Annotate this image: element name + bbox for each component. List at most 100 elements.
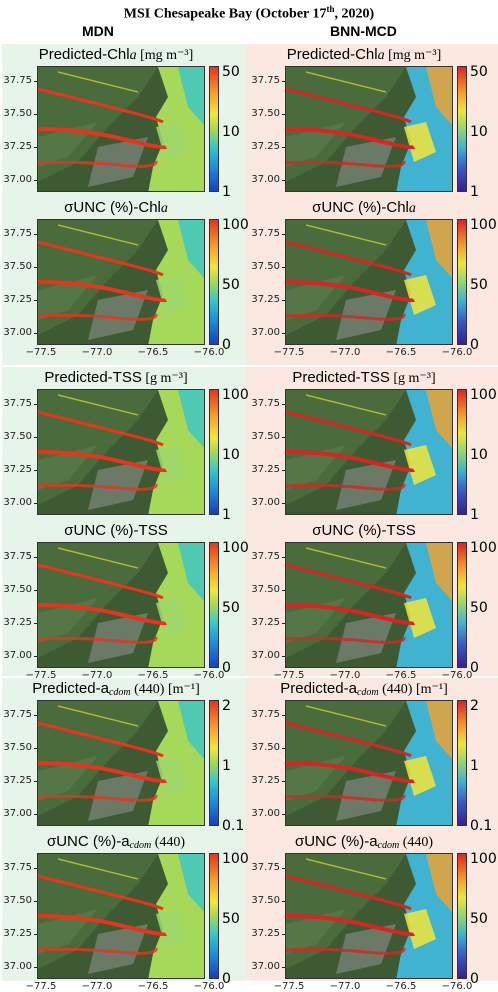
panel-title: σUNC (%)-acdom (440) — [248, 833, 480, 851]
colorbar — [209, 542, 219, 668]
panel-title-variable: a — [129, 48, 137, 63]
colorbar-tick-label: 100 — [470, 851, 497, 867]
colorbar-tick-label: 1 — [222, 758, 231, 774]
x-tick-label: −77.0 — [81, 670, 113, 681]
map-panel: Predicted-acdom (440) [m⁻¹] 37.75 37.50 37.… — [0, 680, 247, 836]
x-tick-label: −77.0 — [329, 670, 361, 681]
x-tick-label: −76.5 — [137, 981, 169, 992]
panel-title-unit: (440) — [399, 835, 434, 850]
colorbar — [209, 66, 219, 192]
y-tick-label: 37.00 — [251, 327, 285, 338]
x-tick-label: −76.5 — [137, 347, 169, 358]
panel-title-unit: (440) — [151, 835, 186, 850]
colorbar-tick-label: 50 — [470, 600, 488, 616]
y-tick-label: 37.25 — [251, 928, 285, 939]
satellite-map-image — [37, 219, 205, 345]
colorbar-tick-label: 1 — [222, 507, 231, 523]
panel-title: Predicted-TSS [g m⁻³] — [248, 369, 480, 387]
panel-title-unit: [g m⁻³] — [141, 371, 188, 386]
y-tick-label: 37.00 — [3, 497, 37, 508]
x-tick-label: −77.0 — [329, 981, 361, 992]
colorbar — [457, 219, 467, 345]
satellite-map-image — [285, 700, 453, 826]
panel-title-text: Predicted-TSS — [292, 369, 390, 386]
y-tick-label: 37.75 — [3, 709, 37, 720]
y-tick-label: 37.50 — [3, 742, 37, 753]
map-panel: Predicted-TSS [g m⁻³] 37.75 37.50 37.25 37.0… — [248, 369, 496, 525]
y-tick-label: 37.00 — [251, 174, 285, 185]
colorbar — [457, 66, 467, 192]
y-tick-label: 37.75 — [3, 75, 37, 86]
panel-title-variable: a — [160, 201, 168, 216]
colorbar-tick-label: 0.1 — [222, 818, 245, 834]
satellite-map-image — [285, 219, 453, 345]
map-panel: σUNC (%)-Chla 37.75 37.50 37.25 37.00 −77.5 −7… — [0, 199, 249, 358]
y-tick-label: 37.00 — [3, 808, 37, 819]
panel-title: σUNC (%)-Chla — [248, 199, 480, 217]
y-tick-label: 37.75 — [251, 398, 285, 409]
panel-title-unit: (440) [m⁻¹] — [130, 682, 200, 697]
colorbar-tick-label: 100 — [222, 540, 249, 556]
x-tick-label: −76.5 — [385, 981, 417, 992]
x-tick-label: −76.5 — [137, 670, 169, 681]
colorbar-tick-label: 100 — [470, 217, 497, 233]
colorbar-tick-label: 2 — [222, 698, 231, 714]
figure-title: MSI Chesapeake Bay (October 17th, 2020) — [123, 4, 375, 22]
colorbar-tick-label: 10 — [222, 447, 240, 463]
colorbar-tick-label: 100 — [222, 217, 249, 233]
x-tick-label: −77.5 — [273, 347, 305, 358]
colorbar — [209, 853, 219, 979]
y-tick-label: 37.50 — [3, 108, 37, 119]
y-tick-label: 37.50 — [251, 895, 285, 906]
x-tick-label: −76.0 — [193, 981, 225, 992]
y-tick-label: 37.75 — [251, 228, 285, 239]
colorbar — [209, 219, 219, 345]
satellite-map-image — [285, 853, 453, 979]
panel-title-unit: [mg m⁻³] — [136, 48, 194, 63]
satellite-map-image — [37, 853, 205, 979]
colorbar-tick-label: 100 — [470, 540, 497, 556]
panel-title-variable: cdom — [377, 840, 400, 851]
colorbar — [457, 542, 467, 668]
x-tick-label: −77.5 — [25, 347, 57, 358]
y-tick-label: 37.50 — [251, 108, 285, 119]
colorbar — [457, 389, 467, 515]
y-tick-label: 37.75 — [3, 862, 37, 873]
x-tick-label: −77.5 — [25, 670, 57, 681]
map-panel: Predicted-Chla [mg m⁻³] 37.75 37.50 37.25 37… — [0, 46, 247, 202]
map-panel: σUNC (%)-TSS 37.75 37.50 37.25 37.00 −77.5 −77… — [0, 522, 249, 681]
panel-title-text: Predicted-Chl — [286, 46, 378, 63]
map-panel: σUNC (%)-Chla 37.75 37.50 37.25 37.00 −77.5 −7… — [248, 199, 497, 358]
satellite-map-image — [285, 389, 453, 515]
map-panel: Predicted-TSS [g m⁻³] 37.75 37.50 37.25 37.0… — [0, 369, 248, 525]
colorbar-tick-label: 1 — [222, 184, 231, 200]
x-tick-label: −76.0 — [193, 347, 225, 358]
panel-title-text: σUNC (%)-a — [294, 833, 378, 850]
colorbar-tick-label: 10 — [470, 447, 488, 463]
panel-title-text: σUNC (%)-a — [46, 833, 130, 850]
x-tick-label: −76.5 — [385, 347, 417, 358]
y-tick-label: 37.50 — [251, 431, 285, 442]
section-divider — [2, 365, 498, 367]
colorbar-tick-label: 50 — [470, 277, 488, 293]
map-panel: σUNC (%)-TSS 37.75 37.50 37.25 37.00 −77.5 −77… — [248, 522, 497, 681]
panel-title-variable: a — [408, 201, 416, 216]
panel-title: σUNC (%)-TSS — [0, 522, 232, 539]
y-tick-label: 37.50 — [251, 584, 285, 595]
y-tick-label: 37.50 — [3, 431, 37, 442]
panel-title-text: Predicted-Chl — [38, 46, 130, 63]
satellite-map-image — [37, 66, 205, 192]
colorbar-tick-label: 10 — [470, 124, 488, 140]
panel-title-text: Predicted-a — [280, 680, 357, 697]
colorbar-tick-label: 50 — [222, 64, 240, 80]
panel-title-text: σUNC (%)-Chl — [64, 199, 161, 216]
y-tick-label: 37.25 — [251, 294, 285, 305]
colorbar-tick-label: 0 — [470, 971, 479, 987]
x-tick-label: −76.5 — [385, 670, 417, 681]
colorbar-tick-label: 50 — [222, 600, 240, 616]
panel-title: Predicted-Chla [mg m⁻³] — [0, 46, 232, 64]
y-tick-label: 37.50 — [3, 584, 37, 595]
panel-title-variable: cdom — [129, 840, 152, 851]
colorbar-tick-label: 0.1 — [470, 818, 493, 834]
x-tick-label: −77.0 — [81, 347, 113, 358]
